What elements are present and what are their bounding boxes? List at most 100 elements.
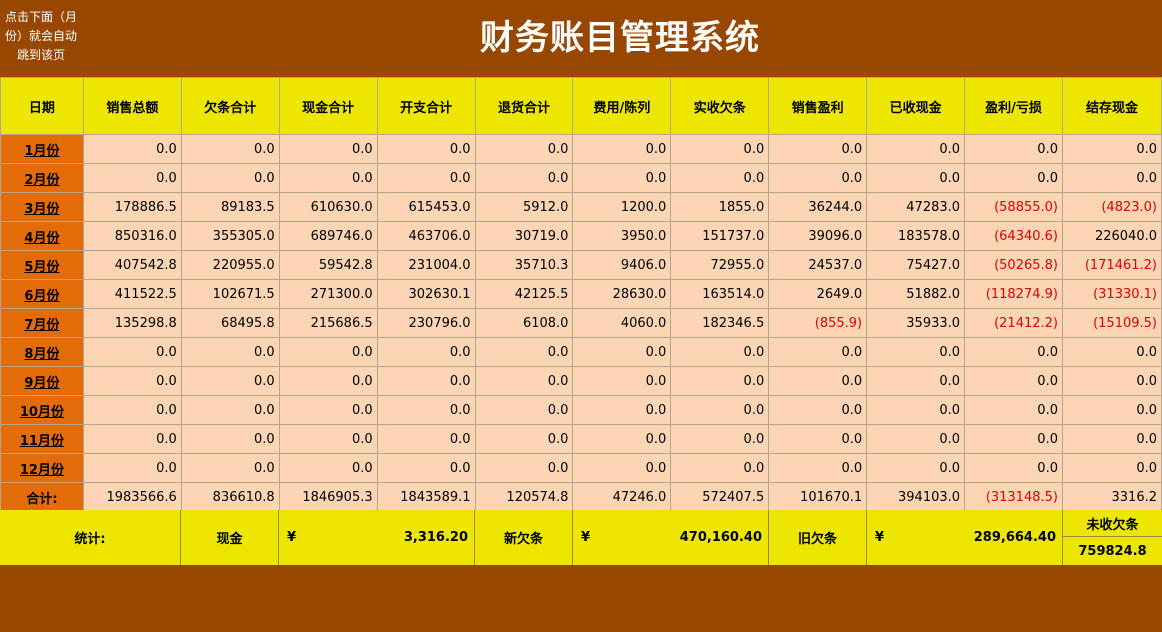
value-cell: 0.0 <box>278 395 378 425</box>
value-cell: 0.0 <box>866 424 966 454</box>
value-cell: 0.0 <box>1061 337 1162 367</box>
value-cell: 0.0 <box>768 453 868 483</box>
value-cell: 610630.0 <box>278 192 378 222</box>
value-cell: 0.0 <box>866 366 966 396</box>
total-value-cell: 572407.5 <box>670 482 770 512</box>
value-cell: 59542.8 <box>278 250 378 280</box>
old-iou-amount: ¥ 289,664.40 <box>867 510 1063 565</box>
table-row: 2月份 0.0 0.0 0.0 0.0 0.0 0.0 0.0 0.0 0.0 0.0 0.0 <box>0 163 1162 193</box>
value-cell: 0.0 <box>670 134 770 164</box>
value-cell: 135298.8 <box>82 308 182 338</box>
month-link[interactable]: 11月份 <box>19 433 64 449</box>
value-cell: 0.0 <box>1061 424 1162 454</box>
value-cell: 0.0 <box>376 453 476 483</box>
column-header: 开支合计 <box>376 77 476 135</box>
value-cell: 689746.0 <box>278 221 378 251</box>
value-cell: 0.0 <box>82 424 182 454</box>
total-value-cell: (313148.5) <box>964 482 1063 512</box>
value-cell: 1200.0 <box>572 192 672 222</box>
value-cell: 3950.0 <box>572 221 672 251</box>
total-value-cell: 3316.2 <box>1061 482 1162 512</box>
value-cell: (31330.1) <box>1061 279 1162 309</box>
value-cell: 72955.0 <box>670 250 770 280</box>
column-header: 结存现金 <box>1061 77 1162 135</box>
value-cell: 0.0 <box>180 337 280 367</box>
value-cell: 0.0 <box>82 395 182 425</box>
stats-label: 统计: <box>0 510 181 565</box>
new-iou-currency: ¥ <box>581 530 591 545</box>
value-cell: 24537.0 <box>768 250 868 280</box>
value-cell: 0.0 <box>572 424 672 454</box>
month-link[interactable]: 9月份 <box>24 375 60 391</box>
total-value-cell: 120574.8 <box>474 482 574 512</box>
month-cell: 1月份 <box>0 134 84 164</box>
value-cell: 0.0 <box>180 366 280 396</box>
value-cell: 0.0 <box>1061 134 1162 164</box>
value-cell: 226040.0 <box>1061 221 1162 251</box>
value-cell: 0.0 <box>964 366 1063 396</box>
month-link[interactable]: 6月份 <box>24 288 60 304</box>
value-cell: 0.0 <box>278 337 378 367</box>
cash-value: 3,316.20 <box>403 530 468 545</box>
table-header-row: 日期 销售总额 欠条合计 现金合计 开支合计 退货合计 费用/陈列 实收欠条 销售盈利 已收现金盈… <box>0 77 1162 135</box>
month-cell: 12月份 <box>0 453 84 483</box>
value-cell: 0.0 <box>964 134 1063 164</box>
table-row: 5月份 407542.8 220955.0 59542.8 231004.0 35710.… <box>0 250 1162 280</box>
value-cell: 220955.0 <box>180 250 280 280</box>
value-cell: 0.0 <box>964 163 1063 193</box>
month-link[interactable]: 7月份 <box>24 317 60 333</box>
value-cell: 0.0 <box>180 134 280 164</box>
value-cell: 0.0 <box>1061 453 1162 483</box>
value-cell: 0.0 <box>866 453 966 483</box>
column-header: 已收现金 <box>866 77 966 135</box>
month-link[interactable]: 2月份 <box>24 172 60 188</box>
value-cell: 2649.0 <box>768 279 868 309</box>
cash-label: 现金 <box>181 510 279 565</box>
value-cell: 0.0 <box>670 395 770 425</box>
value-cell: (64340.6) <box>964 221 1063 251</box>
value-cell: 0.0 <box>82 366 182 396</box>
value-cell: 0.0 <box>376 424 476 454</box>
value-cell: 0.0 <box>278 366 378 396</box>
value-cell: 39096.0 <box>768 221 868 251</box>
value-cell: 0.0 <box>474 453 574 483</box>
total-row: 合计: 1983566.6 836610.8 1846905.3 1843589.1 12… <box>0 482 1162 512</box>
value-cell: 36244.0 <box>768 192 868 222</box>
month-cell: 10月份 <box>0 395 84 425</box>
column-header: 费用/陈列 <box>572 77 672 135</box>
unpaid-iou-label: 未收欠条 <box>1063 510 1162 537</box>
value-cell: 615453.0 <box>376 192 476 222</box>
statistics-bar: 统计: 现金 ¥ 3,316.20 新欠条 ¥ 470,160.40 旧欠条 ¥… <box>0 510 1162 565</box>
month-link[interactable]: 10月份 <box>19 404 64 420</box>
column-header: 退货合计 <box>474 77 574 135</box>
value-cell: 0.0 <box>180 395 280 425</box>
value-cell: 30719.0 <box>474 221 574 251</box>
value-cell: (855.9) <box>768 308 868 338</box>
value-cell: 0.0 <box>768 424 868 454</box>
column-header: 销售盈利 <box>768 77 868 135</box>
value-cell: 0.0 <box>572 395 672 425</box>
month-link[interactable]: 5月份 <box>24 259 60 275</box>
value-cell: 42125.5 <box>474 279 574 309</box>
value-cell: (15109.5) <box>1061 308 1162 338</box>
month-link[interactable]: 1月份 <box>24 143 60 159</box>
value-cell: 0.0 <box>964 453 1063 483</box>
value-cell: 35710.3 <box>474 250 574 280</box>
value-cell: 0.0 <box>670 453 770 483</box>
total-value-cell: 47246.0 <box>572 482 672 512</box>
new-iou-amount: ¥ 470,160.40 <box>573 510 769 565</box>
month-link[interactable]: 3月份 <box>24 201 60 217</box>
app-header: 点击下面（月份）就会自动跳到该页 财务账目管理系统 <box>0 0 1162 77</box>
value-cell: (50265.8) <box>964 250 1063 280</box>
total-value-cell: 1983566.6 <box>82 482 182 512</box>
value-cell: 35933.0 <box>866 308 966 338</box>
month-cell: 5月份 <box>0 250 84 280</box>
value-cell: 0.0 <box>866 395 966 425</box>
table-row: 7月份 135298.8 68495.8 215686.5 230796.0 6108.0… <box>0 308 1162 338</box>
old-iou-value: 289,664.40 <box>973 530 1056 545</box>
value-cell: 0.0 <box>376 395 476 425</box>
month-link[interactable]: 4月份 <box>24 230 60 246</box>
month-link[interactable]: 12月份 <box>19 462 64 478</box>
month-link[interactable]: 8月份 <box>24 346 60 362</box>
value-cell: 407542.8 <box>82 250 182 280</box>
